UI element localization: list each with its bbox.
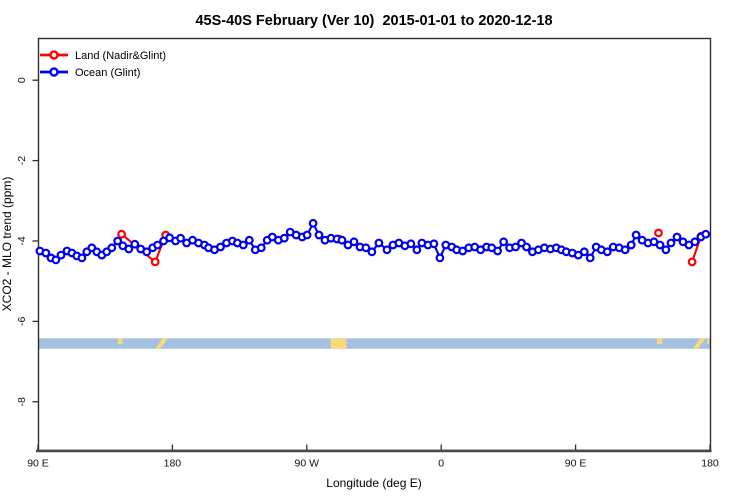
data-point-marker	[626, 240, 636, 250]
surface-band-land-patch	[657, 338, 663, 344]
data-point-marker	[77, 253, 87, 263]
x-tick-label: 180	[164, 458, 182, 470]
data-point-marker	[117, 229, 126, 239]
data-point-marker	[672, 232, 682, 242]
data-point-marker	[435, 253, 445, 263]
surface-band-ocean	[38, 338, 710, 349]
data-point-marker	[41, 248, 51, 258]
x-tick-label: 180	[701, 458, 719, 470]
data-point-marker	[654, 228, 663, 238]
data-point-marker	[314, 230, 324, 240]
data-point-marker	[256, 243, 266, 253]
data-point-marker	[701, 229, 711, 239]
data-point-marker	[113, 236, 123, 246]
data-point-marker	[279, 233, 289, 243]
x-tick-label: 90 E	[27, 458, 49, 470]
data-point-marker	[216, 242, 225, 252]
data-point-marker	[690, 237, 700, 247]
legend: Land (Nadir&Glint) Ocean (Glint)	[40, 50, 166, 79]
data-point-marker	[150, 257, 160, 267]
x-tick-label: 90 E	[565, 458, 587, 470]
surface-band-land-patch	[707, 338, 710, 344]
data-point-marker	[107, 243, 117, 253]
data-point-marker	[244, 235, 254, 245]
data-point-marker	[412, 245, 422, 255]
data-point-marker	[511, 242, 520, 252]
data-point-marker	[382, 245, 392, 255]
data-point-marker	[585, 253, 595, 263]
legend-marker-land	[49, 50, 59, 60]
data-point-marker	[620, 245, 630, 255]
data-point-marker	[308, 218, 318, 228]
data-point-marker	[687, 257, 697, 267]
data-point-marker	[142, 247, 152, 257]
data-point-marker	[602, 247, 612, 257]
data-point-marker	[238, 240, 248, 250]
legend-label-land: Land (Nadir&Glint)	[75, 50, 166, 62]
data-point-marker	[579, 247, 589, 257]
surface-band-land-patch	[692, 338, 706, 349]
data-point-marker	[406, 239, 416, 249]
plot-area: 90 E 180 90 W 0 90 E 180 0 -2 -4 -6 -8	[16, 37, 719, 470]
data-point-marker	[51, 255, 61, 265]
data-point-marker	[130, 239, 140, 249]
legend-entry-land: Land (Nadir&Glint)	[40, 50, 166, 62]
data-point-marker	[499, 237, 509, 247]
x-tick-label: 0	[438, 458, 444, 470]
data-point-marker	[124, 244, 134, 254]
data-point-marker	[429, 239, 439, 249]
y-tick-label: -2	[16, 156, 28, 165]
y-tick-label: -8	[16, 397, 28, 406]
y-tick-label: -6	[16, 317, 28, 326]
data-point-marker	[349, 237, 359, 247]
data-point-marker	[361, 243, 371, 253]
data-point-marker	[631, 230, 641, 240]
y-axis: 0 -2 -4 -6 -8	[16, 77, 38, 406]
surface-band-land-patch	[330, 338, 347, 349]
y-axis-title: XCO2 - MLO trend (ppm)	[0, 177, 14, 312]
data-point-marker	[367, 247, 377, 257]
chart-title: 45S-40S February (Ver 10) 2015-01-01 to …	[195, 13, 552, 29]
legend-label-ocean: Ocean (Glint)	[75, 67, 140, 79]
data-point-marker	[666, 238, 676, 248]
x-axis-title: Longitude (deg E)	[326, 476, 421, 490]
surface-band	[38, 338, 710, 349]
data-point-marker	[176, 233, 186, 243]
y-tick-label: -4	[16, 236, 28, 245]
data-point-marker	[374, 238, 384, 248]
y-tick-label: 0	[16, 77, 28, 83]
data-point-marker	[302, 230, 312, 240]
legend-marker-ocean	[49, 67, 59, 77]
data-point-marker	[493, 246, 503, 256]
x-axis: 90 E 180 90 W 0 90 E 180	[27, 444, 719, 470]
legend-entry-ocean: Ocean (Glint)	[40, 67, 140, 79]
data-point-marker	[522, 242, 531, 252]
x-tick-label: 90 W	[295, 458, 320, 470]
data-point-marker	[153, 240, 163, 250]
data-point-marker	[337, 235, 347, 245]
data-point-marker	[655, 240, 665, 250]
data-point-marker	[56, 250, 66, 260]
data-point-marker	[661, 245, 671, 255]
ocean-series	[35, 218, 711, 265]
surface-band-land-patch	[155, 338, 168, 349]
surface-band-land-patch	[117, 338, 123, 344]
